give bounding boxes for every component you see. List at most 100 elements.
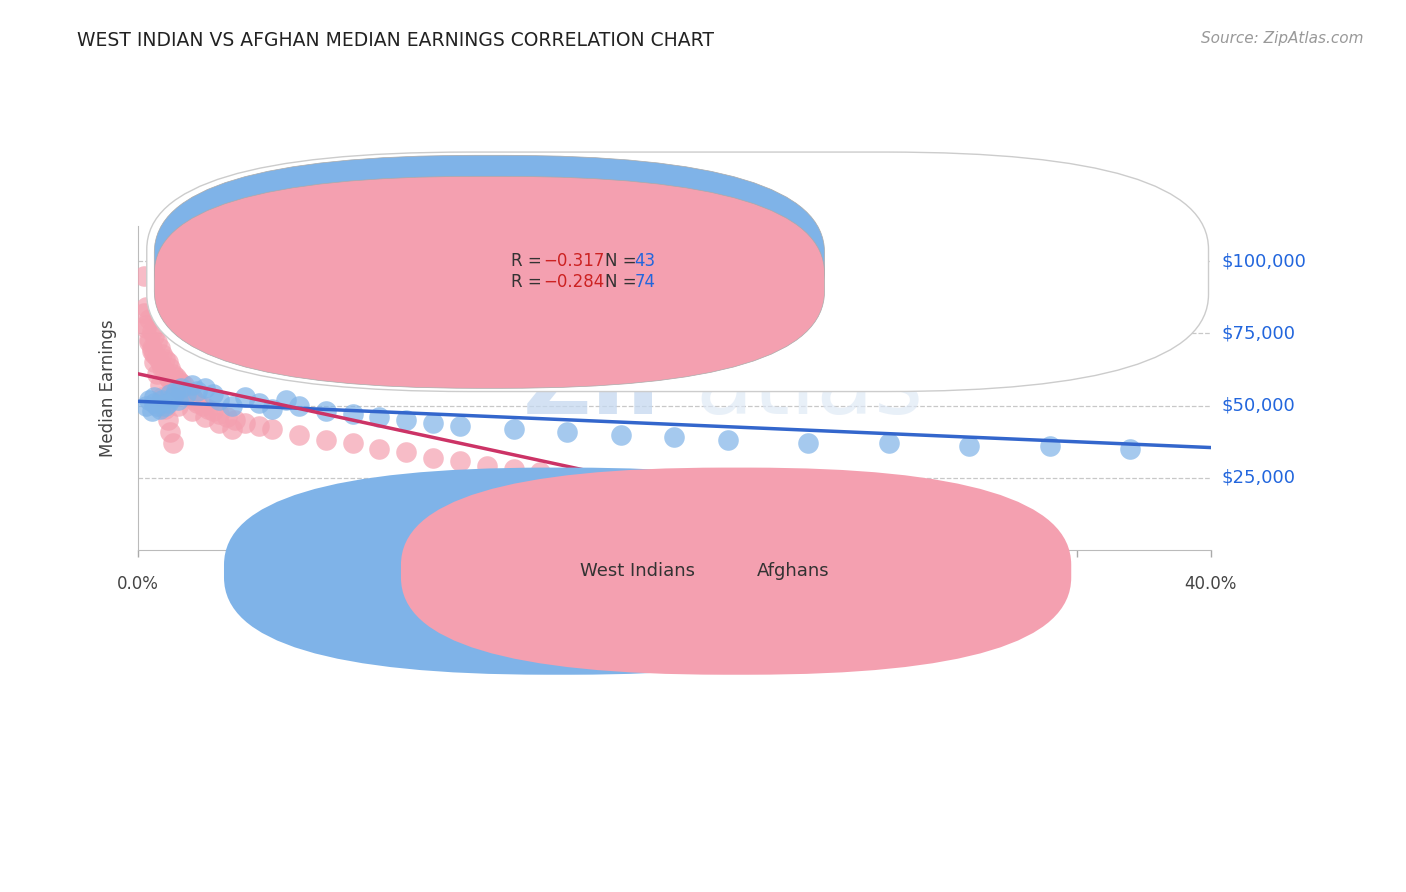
Point (165, 369, 187, 384)
Point (797, 436, 820, 450)
FancyBboxPatch shape (224, 467, 894, 674)
Point (132, 306, 155, 320)
Point (156, 396, 179, 410)
Point (146, 399, 169, 413)
Point (167, 399, 190, 413)
Point (1039, 439, 1062, 453)
Text: WEST INDIAN VS AFGHAN MEDIAN EARNINGS CORRELATION CHART: WEST INDIAN VS AFGHAN MEDIAN EARNINGS CO… (77, 31, 714, 50)
Point (180, 390, 202, 404)
Point (288, 427, 311, 442)
Y-axis label: Median Earnings: Median Earnings (100, 319, 117, 457)
Point (183, 392, 205, 407)
Text: N =: N = (605, 252, 641, 270)
Point (207, 392, 229, 407)
Point (143, 390, 166, 404)
Point (156, 355, 179, 369)
FancyBboxPatch shape (155, 177, 824, 388)
Point (395, 445, 418, 459)
Point (610, 479, 633, 493)
Point (150, 392, 173, 407)
Point (197, 401, 219, 416)
Point (143, 346, 166, 360)
Point (141, 404, 163, 418)
Point (162, 390, 184, 404)
Point (150, 361, 173, 376)
FancyBboxPatch shape (146, 152, 1209, 392)
Point (186, 396, 208, 410)
Text: R =: R = (512, 252, 547, 270)
Text: −0.317: −0.317 (544, 252, 605, 270)
Point (135, 320, 157, 334)
Point (215, 410, 238, 425)
Point (717, 434, 740, 448)
Point (555, 425, 578, 439)
Point (186, 384, 208, 399)
Text: R =: R = (512, 274, 547, 292)
Point (167, 381, 190, 395)
Text: $25,000: $25,000 (1222, 469, 1296, 487)
Text: N =: N = (605, 274, 641, 292)
Point (221, 422, 243, 436)
Point (207, 416, 229, 430)
Point (957, 439, 980, 453)
Text: West Indians: West Indians (581, 562, 695, 580)
Point (315, 434, 337, 448)
Text: 0.0%: 0.0% (117, 574, 159, 592)
Point (165, 378, 187, 392)
Point (135, 399, 157, 413)
Point (141, 341, 163, 355)
Point (422, 450, 444, 465)
Point (170, 376, 193, 390)
Point (162, 367, 184, 381)
Point (449, 418, 471, 433)
Point (170, 384, 193, 399)
Point (247, 418, 270, 433)
Point (235, 390, 257, 404)
Point (150, 346, 173, 360)
FancyBboxPatch shape (401, 467, 1071, 674)
Point (149, 401, 172, 416)
Point (176, 384, 198, 399)
Point (224, 413, 246, 427)
Point (529, 465, 551, 479)
Point (342, 436, 364, 450)
Point (221, 399, 243, 413)
Point (149, 341, 172, 355)
Point (180, 404, 202, 418)
Point (288, 399, 311, 413)
Point (135, 318, 157, 332)
Point (143, 355, 166, 369)
Point (153, 352, 176, 367)
Point (153, 364, 176, 378)
Point (395, 413, 418, 427)
Point (502, 462, 524, 476)
Point (191, 399, 214, 413)
Point (159, 373, 181, 387)
Point (342, 407, 364, 421)
Text: Source: ZipAtlas.com: Source: ZipAtlas.com (1201, 31, 1364, 46)
Point (153, 399, 176, 413)
Point (149, 355, 172, 369)
Point (315, 404, 337, 418)
Point (194, 410, 217, 425)
Point (159, 361, 181, 376)
Point (664, 430, 686, 444)
Point (502, 422, 524, 436)
Point (141, 343, 163, 358)
Text: atlas: atlas (696, 343, 924, 434)
Point (143, 329, 166, 343)
Point (167, 373, 190, 387)
Point (262, 401, 284, 416)
Text: $75,000: $75,000 (1222, 325, 1296, 343)
Point (180, 378, 202, 392)
Point (176, 387, 198, 401)
Point (179, 387, 201, 401)
Point (235, 416, 257, 430)
FancyBboxPatch shape (155, 155, 824, 368)
Point (146, 367, 169, 381)
Point (274, 392, 297, 407)
Point (422, 416, 444, 430)
Point (202, 404, 225, 418)
Point (262, 422, 284, 436)
Point (207, 407, 229, 421)
